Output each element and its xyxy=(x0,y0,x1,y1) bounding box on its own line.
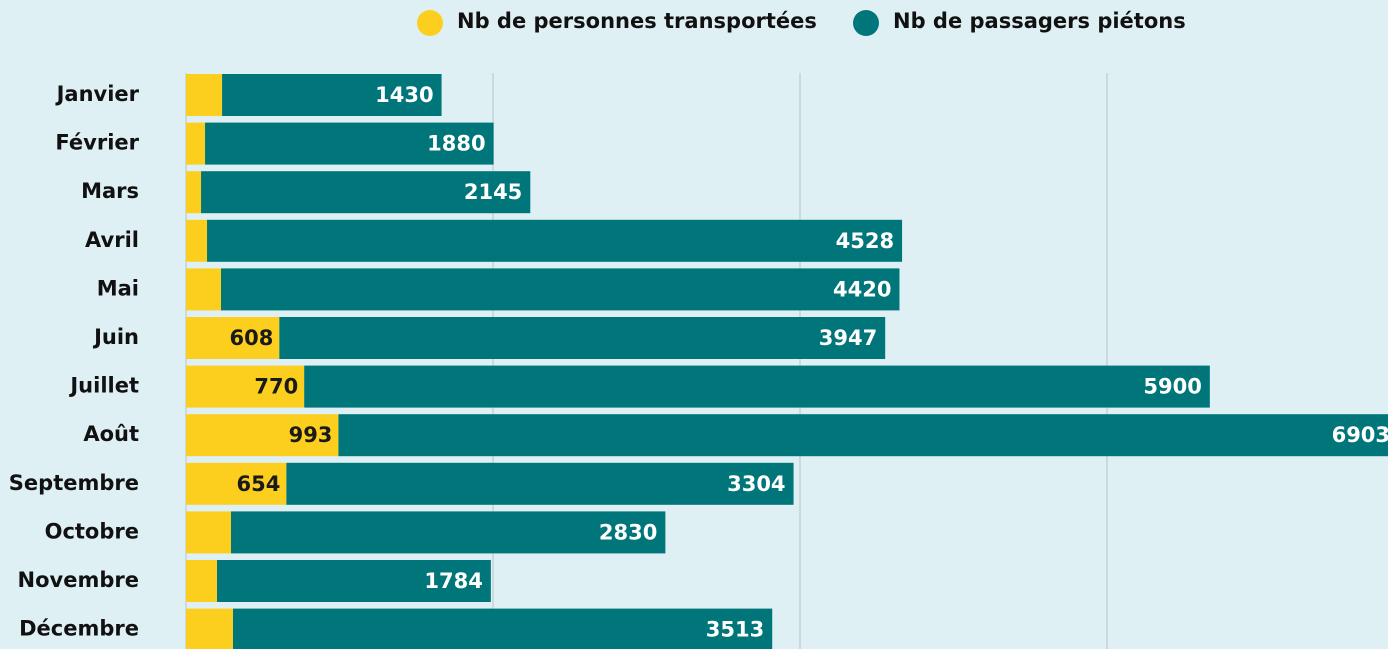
bar-segment xyxy=(222,74,442,116)
bar-segment xyxy=(186,317,280,359)
bar-segment xyxy=(207,219,903,262)
bar-segment xyxy=(186,560,218,602)
bar-segment xyxy=(338,414,1388,457)
data-label: 3947 xyxy=(819,326,877,350)
bar-segment xyxy=(186,268,221,311)
bar-segment xyxy=(304,365,1210,408)
legend-label: Nb de personnes transportées xyxy=(457,9,817,33)
data-label: 4420 xyxy=(833,277,891,301)
data-label: 608 xyxy=(229,326,273,350)
bar-segment xyxy=(186,511,231,554)
legend-swatch xyxy=(417,10,443,36)
bar-segment xyxy=(186,365,305,408)
y-tick-label: Mai xyxy=(97,276,139,300)
data-label: 3513 xyxy=(706,618,764,642)
y-tick-label: Février xyxy=(55,131,139,155)
y-tick-label: Mars xyxy=(81,179,139,203)
bar-segment xyxy=(201,171,531,214)
y-tick-label: Octobre xyxy=(45,519,139,543)
bar-segment xyxy=(286,462,794,505)
legend-label: Nb de passagers piétons xyxy=(893,9,1186,33)
bar-segment xyxy=(186,219,208,262)
data-label: 1430 xyxy=(375,83,433,107)
legend-swatch xyxy=(853,10,879,36)
data-label: 654 xyxy=(237,472,281,496)
y-tick-label: Juillet xyxy=(68,374,139,398)
bar-segment xyxy=(279,317,886,359)
bar-segment xyxy=(217,560,491,602)
bar-segment xyxy=(186,462,287,505)
y-tick-label: Janvier xyxy=(55,82,140,106)
y-tick-label: Septembre xyxy=(9,471,139,495)
y-tick-label: Juin xyxy=(92,325,139,349)
data-label: 770 xyxy=(254,375,298,399)
bar-segment xyxy=(232,608,773,649)
y-tick-label: Novembre xyxy=(18,568,139,592)
bar-segment xyxy=(186,171,202,214)
y-tick-label: Décembre xyxy=(19,617,139,641)
data-label: 993 xyxy=(289,423,333,447)
y-tick-label: Avril xyxy=(85,228,139,252)
bar-segment xyxy=(186,122,206,165)
data-label: 3304 xyxy=(727,472,785,496)
data-label: 1880 xyxy=(427,132,485,156)
data-label: 5900 xyxy=(1143,375,1201,399)
bar-segment xyxy=(205,122,494,165)
data-label: 4528 xyxy=(836,229,894,253)
bar-segment xyxy=(230,511,666,554)
y-tick-label: Août xyxy=(83,422,139,446)
data-label: 6903 xyxy=(1332,423,1388,447)
data-label: 2145 xyxy=(464,180,522,204)
data-label: 1784 xyxy=(424,569,482,593)
bar-segment xyxy=(220,268,900,311)
bar-segment xyxy=(186,74,223,116)
bar-segment xyxy=(186,414,339,457)
bar-segment xyxy=(186,608,233,649)
data-label: 2830 xyxy=(599,520,657,544)
